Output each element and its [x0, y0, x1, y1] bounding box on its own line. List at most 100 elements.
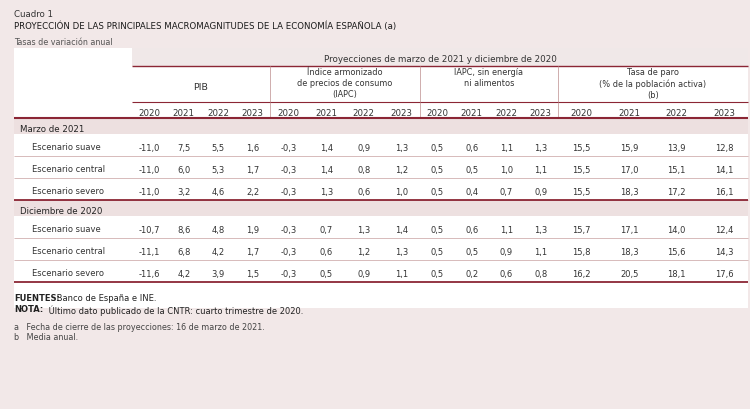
- Text: 0,5: 0,5: [430, 225, 444, 234]
- Text: -11,0: -11,0: [139, 144, 160, 153]
- Text: -0,3: -0,3: [280, 166, 297, 175]
- Text: 2022: 2022: [352, 108, 375, 117]
- Text: 15,5: 15,5: [572, 187, 591, 196]
- Text: -0,3: -0,3: [280, 187, 297, 196]
- Text: 4,6: 4,6: [211, 187, 225, 196]
- Text: 4,2: 4,2: [211, 247, 225, 256]
- Text: 2,2: 2,2: [246, 187, 259, 196]
- Text: 1,4: 1,4: [320, 144, 333, 153]
- Text: 2021: 2021: [315, 108, 338, 117]
- Text: 0,5: 0,5: [320, 270, 333, 279]
- Text: 2020: 2020: [426, 108, 448, 117]
- Text: 2023: 2023: [390, 108, 412, 117]
- Text: 7,5: 7,5: [177, 144, 190, 153]
- Bar: [14, 48, 748, 308]
- Text: NOTA:: NOTA:: [14, 305, 44, 314]
- Text: 6,0: 6,0: [177, 166, 190, 175]
- Text: 0,6: 0,6: [320, 247, 333, 256]
- Text: -0,3: -0,3: [280, 225, 297, 234]
- Text: -0,3: -0,3: [280, 247, 297, 256]
- Text: Escenario suave: Escenario suave: [32, 225, 101, 234]
- Text: 1,3: 1,3: [534, 144, 548, 153]
- Text: 1,1: 1,1: [534, 166, 548, 175]
- Text: -11,6: -11,6: [139, 270, 160, 279]
- Text: 1,3: 1,3: [320, 187, 333, 196]
- Text: Cuadro 1: Cuadro 1: [14, 10, 53, 19]
- Text: 0,5: 0,5: [430, 166, 444, 175]
- Text: -10,7: -10,7: [139, 225, 160, 234]
- Text: 0,5: 0,5: [465, 247, 478, 256]
- Text: 16,2: 16,2: [572, 270, 591, 279]
- Text: 13,9: 13,9: [668, 144, 686, 153]
- Text: 1,1: 1,1: [500, 225, 513, 234]
- Text: -11,0: -11,0: [139, 166, 160, 175]
- Text: 15,8: 15,8: [572, 247, 591, 256]
- Text: 1,3: 1,3: [534, 225, 548, 234]
- Text: 2022: 2022: [207, 108, 230, 117]
- Text: 4,2: 4,2: [177, 270, 190, 279]
- Text: 12,4: 12,4: [715, 225, 734, 234]
- Bar: [14, 118, 748, 134]
- Text: 2022: 2022: [495, 108, 517, 117]
- Text: Último dato publicado de la CNTR: cuarto trimestre de 2020.: Último dato publicado de la CNTR: cuarto…: [46, 305, 303, 315]
- Text: 18,3: 18,3: [620, 247, 638, 256]
- Text: 5,5: 5,5: [211, 144, 225, 153]
- Text: 1,2: 1,2: [394, 166, 408, 175]
- Text: Escenario severo: Escenario severo: [32, 187, 104, 196]
- Text: 0,9: 0,9: [534, 187, 548, 196]
- Text: 1,4: 1,4: [394, 225, 408, 234]
- Text: 15,5: 15,5: [572, 166, 591, 175]
- Text: PROYECCIÓN DE LAS PRINCIPALES MACROMAGNITUDES DE LA ECONOMÍA ESPAÑOLA (a): PROYECCIÓN DE LAS PRINCIPALES MACROMAGNI…: [14, 21, 396, 31]
- Text: Índice armonizado
de precios de consumo
(IAPC): Índice armonizado de precios de consumo …: [297, 68, 393, 99]
- Text: 4,8: 4,8: [211, 225, 225, 234]
- Text: Marzo de 2021: Marzo de 2021: [20, 124, 84, 133]
- Text: 15,7: 15,7: [572, 225, 591, 234]
- Text: -11,1: -11,1: [139, 247, 160, 256]
- Text: 2023: 2023: [242, 108, 264, 117]
- Text: -0,3: -0,3: [280, 144, 297, 153]
- Text: 0,2: 0,2: [465, 270, 478, 279]
- Bar: [14, 200, 748, 216]
- Text: Banco de España e INE.: Banco de España e INE.: [54, 294, 157, 303]
- Text: 1,9: 1,9: [246, 225, 259, 234]
- Text: 2020: 2020: [571, 108, 592, 117]
- Text: 1,2: 1,2: [357, 247, 370, 256]
- Text: 17,2: 17,2: [668, 187, 686, 196]
- Text: Escenario suave: Escenario suave: [32, 144, 101, 153]
- Text: 2023: 2023: [713, 108, 735, 117]
- Text: 1,3: 1,3: [357, 225, 370, 234]
- Text: b   Media anual.: b Media anual.: [14, 333, 78, 342]
- Text: 1,3: 1,3: [394, 247, 408, 256]
- Text: a   Fecha de cierre de las proyecciones: 16 de marzo de 2021.: a Fecha de cierre de las proyecciones: 1…: [14, 323, 265, 332]
- Text: 15,9: 15,9: [620, 144, 638, 153]
- Text: 0,6: 0,6: [500, 270, 513, 279]
- Text: 17,0: 17,0: [620, 166, 638, 175]
- Text: 0,5: 0,5: [430, 187, 444, 196]
- Text: 0,5: 0,5: [430, 144, 444, 153]
- Text: 0,5: 0,5: [430, 270, 444, 279]
- Text: 2022: 2022: [666, 108, 688, 117]
- Text: 0,4: 0,4: [465, 187, 478, 196]
- Text: 1,4: 1,4: [320, 166, 333, 175]
- Text: 6,8: 6,8: [177, 247, 190, 256]
- Text: Diciembre de 2020: Diciembre de 2020: [20, 207, 102, 216]
- Text: 1,5: 1,5: [246, 270, 259, 279]
- Text: 0,6: 0,6: [465, 225, 478, 234]
- Text: 1,7: 1,7: [246, 247, 259, 256]
- Text: 1,1: 1,1: [534, 247, 548, 256]
- Text: 3,9: 3,9: [211, 270, 225, 279]
- Text: 15,1: 15,1: [668, 166, 686, 175]
- Text: 2020: 2020: [138, 108, 160, 117]
- Text: 16,1: 16,1: [715, 187, 734, 196]
- Text: 14,1: 14,1: [715, 166, 734, 175]
- Text: 1,0: 1,0: [500, 166, 513, 175]
- Text: 0,9: 0,9: [357, 270, 370, 279]
- Text: Escenario severo: Escenario severo: [32, 270, 104, 279]
- Text: 14,0: 14,0: [668, 225, 686, 234]
- Text: 0,6: 0,6: [465, 144, 478, 153]
- Text: 0,5: 0,5: [430, 247, 444, 256]
- Text: 3,2: 3,2: [177, 187, 190, 196]
- Text: 1,6: 1,6: [246, 144, 259, 153]
- Text: Escenario central: Escenario central: [32, 247, 105, 256]
- Text: 1,1: 1,1: [500, 144, 513, 153]
